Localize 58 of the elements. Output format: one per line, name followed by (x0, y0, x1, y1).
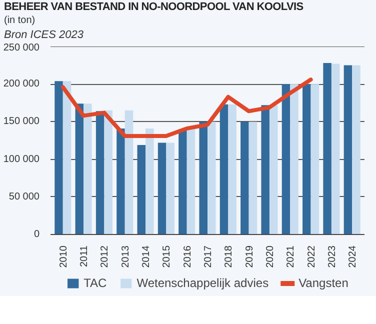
bar (269, 105, 278, 234)
bar (84, 104, 92, 234)
bar (62, 81, 72, 234)
bar (116, 128, 125, 234)
y-tick-label: 100 000 (3, 154, 40, 165)
bar (331, 64, 340, 234)
x-tick-label: 2024 (348, 245, 359, 268)
x-tick-label: 2013 (120, 245, 132, 268)
x-tick-label: 2010 (58, 245, 70, 268)
y-tick-label: 200 000 (3, 78, 40, 90)
bar (352, 65, 360, 234)
x-tick-label: 2014 (141, 245, 152, 268)
x-tick-label: 2019 (244, 245, 256, 268)
bar (178, 129, 187, 234)
bar (228, 104, 236, 234)
bar (302, 84, 311, 234)
bar (261, 105, 270, 234)
bar (240, 122, 249, 234)
bar (220, 104, 228, 234)
bar (137, 145, 146, 234)
y-tick-label: 50 000 (8, 191, 40, 202)
legend-label: Vangsten (298, 276, 348, 290)
bar (290, 84, 298, 234)
y-tick-label: 250 000 (3, 42, 40, 54)
bar (146, 128, 154, 234)
bar (96, 111, 104, 234)
y-tick-label: 0 (34, 229, 40, 240)
bar (282, 84, 290, 234)
x-tick-label: 2015 (162, 245, 173, 268)
chart-title: BEHEER VAN BESTAND IN NO-NOORDPOOL VAN KOOLVIS (4, 0, 304, 14)
bar (248, 122, 258, 234)
legend-label: TAC (84, 276, 107, 290)
x-tick-label: 2012 (100, 245, 111, 268)
legend-label: Wetenschappelijk advies (136, 276, 269, 290)
x-tick-label: 2018 (224, 245, 235, 268)
bar (124, 110, 134, 234)
x-tick-label: 2011 (79, 245, 90, 268)
x-tick-label: 2020 (264, 245, 276, 268)
x-tick-label: 2022 (306, 245, 318, 268)
x-tick-label: 2016 (182, 245, 194, 268)
bar (166, 142, 174, 234)
bar (104, 110, 112, 234)
bar (186, 128, 196, 234)
bar (208, 122, 216, 234)
y-tick-label: 150 000 (3, 116, 40, 128)
bar (75, 104, 84, 234)
bar (54, 81, 63, 234)
bar (199, 122, 208, 234)
x-tick-label: 2023 (326, 245, 338, 268)
bar (323, 63, 332, 234)
chart-subtitle: (in ton) (4, 14, 36, 28)
bar (310, 84, 320, 234)
bar (158, 142, 166, 234)
x-tick-label: 2017 (203, 245, 214, 268)
bar (344, 65, 352, 234)
x-tick-label: 2021 (286, 245, 297, 268)
text: Bron ICES 2023 (4, 28, 84, 42)
line-series (60, 78, 313, 138)
